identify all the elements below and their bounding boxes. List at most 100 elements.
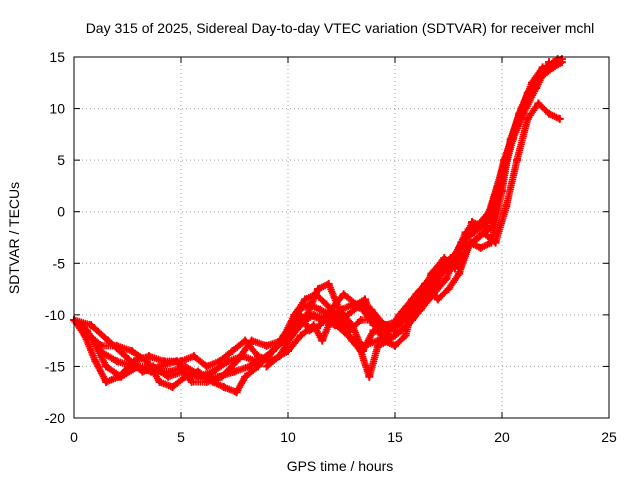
data-point xyxy=(474,233,483,242)
data-point xyxy=(102,362,111,371)
data-point xyxy=(444,285,453,294)
data-point xyxy=(112,357,121,366)
y-tick-label: -15 xyxy=(45,358,65,374)
axes-layer: 0 5 10 15 20 25 -20 -15 -10 -5 0 5 10 15 xyxy=(45,49,617,445)
data-point xyxy=(358,346,367,355)
data-point xyxy=(391,341,399,350)
data-point xyxy=(502,202,511,211)
data-point xyxy=(465,238,474,247)
data-point xyxy=(356,316,365,325)
data-point xyxy=(305,310,314,319)
data-point xyxy=(217,372,226,381)
data-point xyxy=(264,352,273,361)
data-point xyxy=(104,336,113,345)
data-point xyxy=(279,331,288,340)
data-point xyxy=(172,357,181,366)
y-tick-label: -10 xyxy=(45,307,65,323)
data-point xyxy=(391,326,399,335)
x-tick-label: 10 xyxy=(280,429,296,445)
data-point xyxy=(168,383,177,392)
data-point xyxy=(202,362,211,371)
series-layer xyxy=(70,55,566,397)
data-point xyxy=(144,352,153,361)
x-tick-label: 25 xyxy=(601,429,617,445)
data-point xyxy=(239,352,248,361)
data-point xyxy=(412,290,421,299)
data-point xyxy=(324,279,333,288)
data-point xyxy=(532,83,541,92)
data-point xyxy=(164,372,173,381)
data-point xyxy=(296,331,305,340)
data-point xyxy=(335,305,344,314)
data-point xyxy=(446,254,455,263)
data-point xyxy=(343,310,352,319)
data-point xyxy=(517,104,526,113)
data-point xyxy=(534,99,543,108)
data-point xyxy=(470,228,479,237)
data-point xyxy=(326,305,335,314)
data-point xyxy=(455,269,464,278)
data-point xyxy=(117,372,126,381)
data-point xyxy=(423,279,432,288)
data-point xyxy=(155,377,164,386)
data-point xyxy=(228,346,237,355)
data-point xyxy=(468,218,477,227)
data-point xyxy=(420,290,429,299)
data-point xyxy=(395,310,404,319)
data-point xyxy=(361,295,370,304)
data-point xyxy=(538,63,547,72)
data-point xyxy=(367,305,376,314)
data-point xyxy=(313,285,322,294)
data-point xyxy=(380,336,389,345)
data-point xyxy=(292,316,301,325)
data-point xyxy=(331,321,340,330)
data-point xyxy=(87,321,96,330)
data-point xyxy=(76,321,85,330)
data-point xyxy=(121,352,130,361)
y-tick-label: 15 xyxy=(49,49,65,65)
data-point xyxy=(134,362,143,371)
y-tick-label: 5 xyxy=(57,152,65,168)
data-point xyxy=(373,341,382,350)
data-point xyxy=(251,357,260,366)
data-point xyxy=(322,300,331,309)
data-point xyxy=(433,295,442,304)
data-point xyxy=(179,367,188,376)
data-point xyxy=(356,300,365,309)
y-tick-label: 0 xyxy=(57,204,65,220)
data-point xyxy=(555,114,564,123)
x-tick-label: 15 xyxy=(387,429,403,445)
data-point xyxy=(194,372,203,381)
data-point xyxy=(262,341,271,350)
data-point xyxy=(553,55,562,64)
data-point xyxy=(523,114,532,123)
data-point xyxy=(545,109,554,118)
y-axis-label: SDTVAR / TECUs xyxy=(6,182,22,294)
chart-title: Day 315 of 2025, Sidereal Day-to-day VTE… xyxy=(86,20,595,36)
data-point xyxy=(316,305,325,314)
data-point xyxy=(245,362,254,371)
data-point xyxy=(498,187,506,196)
data-point xyxy=(512,156,521,165)
series-track-7 xyxy=(76,300,399,381)
y-tick-label: 10 xyxy=(49,101,65,117)
data-point xyxy=(230,367,239,376)
data-point xyxy=(232,388,241,397)
data-point xyxy=(305,326,314,335)
data-point xyxy=(187,377,196,386)
data-point xyxy=(557,58,566,67)
data-point xyxy=(127,346,136,355)
data-point xyxy=(401,331,410,340)
data-point xyxy=(433,264,442,273)
x-axis-label: GPS time / hours xyxy=(287,458,394,474)
data-point xyxy=(219,383,228,392)
data-point xyxy=(275,352,284,361)
data-point xyxy=(224,357,233,366)
data-point xyxy=(442,274,451,283)
y-tick-label: -5 xyxy=(53,255,66,271)
data-point xyxy=(91,357,100,366)
data-point xyxy=(506,135,515,144)
data-point xyxy=(457,238,466,247)
data-point xyxy=(89,336,98,345)
